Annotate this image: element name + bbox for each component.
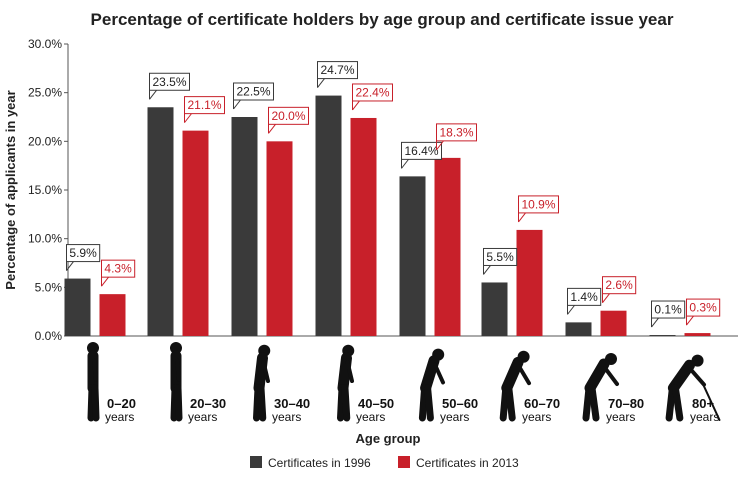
legend-swatch-2013 [398, 456, 410, 468]
svg-text:10.9%: 10.9% [521, 197, 555, 211]
bar-2013-4 [434, 157, 461, 336]
category-label: 70–80 [608, 396, 644, 411]
category-label: 80+ [692, 396, 714, 411]
category-sublabel: years [356, 410, 385, 424]
data-label-2013-1: 21.1% [184, 96, 225, 123]
chart-title: Percentage of certificate holders by age… [91, 10, 674, 29]
legend-label-2013: Certificates in 2013 [416, 456, 519, 470]
data-label-2013-2: 20.0% [268, 106, 309, 134]
y-tick-label: 25.0% [28, 86, 62, 100]
person-bent-icon [582, 353, 619, 422]
category-sublabel: years [606, 410, 635, 424]
bar-1996-1 [147, 107, 174, 337]
category-sublabel: years [105, 410, 134, 424]
person-stooped-icon [418, 348, 445, 422]
category-sublabel: years [272, 410, 301, 424]
category-sublabel: years [440, 410, 469, 424]
svg-text:5.5%: 5.5% [486, 250, 514, 264]
category-label: 20–30 [190, 396, 226, 411]
data-label-1996-0: 5.9% [66, 244, 101, 271]
bar-2013-6 [600, 310, 627, 336]
data-label-2013-4: 18.3% [436, 123, 477, 151]
bar-2013-7 [684, 333, 711, 336]
data-label-2013-3: 22.4% [352, 83, 393, 111]
svg-text:24.7%: 24.7% [320, 63, 354, 77]
svg-text:2.6%: 2.6% [605, 278, 633, 292]
category-label: 30–40 [274, 396, 310, 411]
y-tick-label: 15.0% [28, 183, 62, 197]
legend: Certificates in 1996 Certificates in 201… [250, 456, 519, 470]
data-label-1996-1: 23.5% [149, 72, 190, 100]
y-tick-label: 5.0% [35, 280, 63, 294]
svg-text:0.1%: 0.1% [654, 303, 682, 317]
bar-1996-6 [565, 322, 592, 336]
bar-1996-3 [315, 95, 342, 336]
svg-text:1.4%: 1.4% [570, 290, 598, 304]
person-standing-icon [87, 342, 100, 422]
x-axis-label: Age group [356, 431, 421, 446]
data-label-1996-7: 0.1% [651, 300, 686, 328]
y-axis-label: Percentage of applicants in year [3, 90, 18, 289]
svg-text:0.3%: 0.3% [689, 301, 717, 315]
bar-1996-0 [64, 278, 91, 336]
y-tick-label: 20.0% [28, 134, 62, 148]
category-sublabel: years [522, 410, 551, 424]
category-label: 60–70 [524, 396, 560, 411]
bar-group [64, 95, 711, 337]
data-label-1996-2: 22.5% [233, 82, 274, 110]
data-label-group: 5.9% 23.5% 22.5% 24.7% 16.4% 5.5% 1.4% 0.1% 4.3%… [66, 61, 721, 328]
person-cane-icon [665, 354, 721, 422]
bar-1996-7 [649, 335, 676, 336]
bar-2013-3 [350, 117, 377, 337]
legend-label-1996: Certificates in 1996 [268, 456, 371, 470]
data-label-2013-6: 2.6% [602, 276, 637, 304]
y-tick-label: 0.0% [35, 329, 63, 343]
svg-text:23.5%: 23.5% [152, 75, 186, 89]
person-standing-icon [170, 342, 183, 422]
svg-text:22.4%: 22.4% [355, 85, 389, 99]
data-label-2013-5: 10.9% [518, 195, 559, 223]
data-label-1996-4: 16.4% [401, 141, 442, 169]
svg-text:20.0%: 20.0% [271, 109, 305, 123]
category-labels: 0–20years20–30years30–40years40–50years5… [105, 396, 719, 424]
category-sublabel: years [690, 410, 719, 424]
svg-text:21.1%: 21.1% [187, 98, 221, 112]
bar-2013-5 [516, 229, 543, 336]
category-label: 0–20 [107, 396, 136, 411]
category-sublabel: years [188, 410, 217, 424]
person-slight-stoop-icon [253, 344, 271, 422]
y-axis-ticks: 0.0% 5.0% 10.0% 15.0% 20.0% 25.0% 30.0% [28, 37, 68, 343]
data-label-2013-0: 4.3% [101, 259, 136, 287]
category-label: 40–50 [358, 396, 394, 411]
data-label-1996-3: 24.7% [317, 61, 358, 88]
person-slight-stoop-icon [337, 344, 355, 422]
age-figures [87, 342, 721, 422]
svg-text:18.3%: 18.3% [439, 125, 473, 139]
y-tick-label: 30.0% [28, 37, 62, 51]
svg-text:4.3%: 4.3% [104, 262, 132, 276]
bar-2013-2 [266, 141, 293, 336]
bar-1996-2 [231, 117, 258, 336]
data-label-2013-7: 0.3% [686, 298, 721, 326]
data-label-1996-5: 5.5% [483, 247, 518, 275]
data-label-1996-6: 1.4% [567, 287, 602, 315]
legend-swatch-1996 [250, 456, 262, 468]
bar-2013-1 [182, 130, 209, 336]
bar-2013-0 [99, 294, 126, 336]
svg-text:22.5%: 22.5% [236, 85, 270, 99]
bar-1996-5 [481, 282, 508, 336]
y-tick-label: 10.0% [28, 232, 62, 246]
bar-1996-4 [399, 176, 426, 336]
category-label: 50–60 [442, 396, 478, 411]
svg-text:5.9%: 5.9% [69, 246, 97, 260]
svg-text:16.4%: 16.4% [404, 144, 438, 158]
person-stooped-icon [499, 350, 531, 422]
